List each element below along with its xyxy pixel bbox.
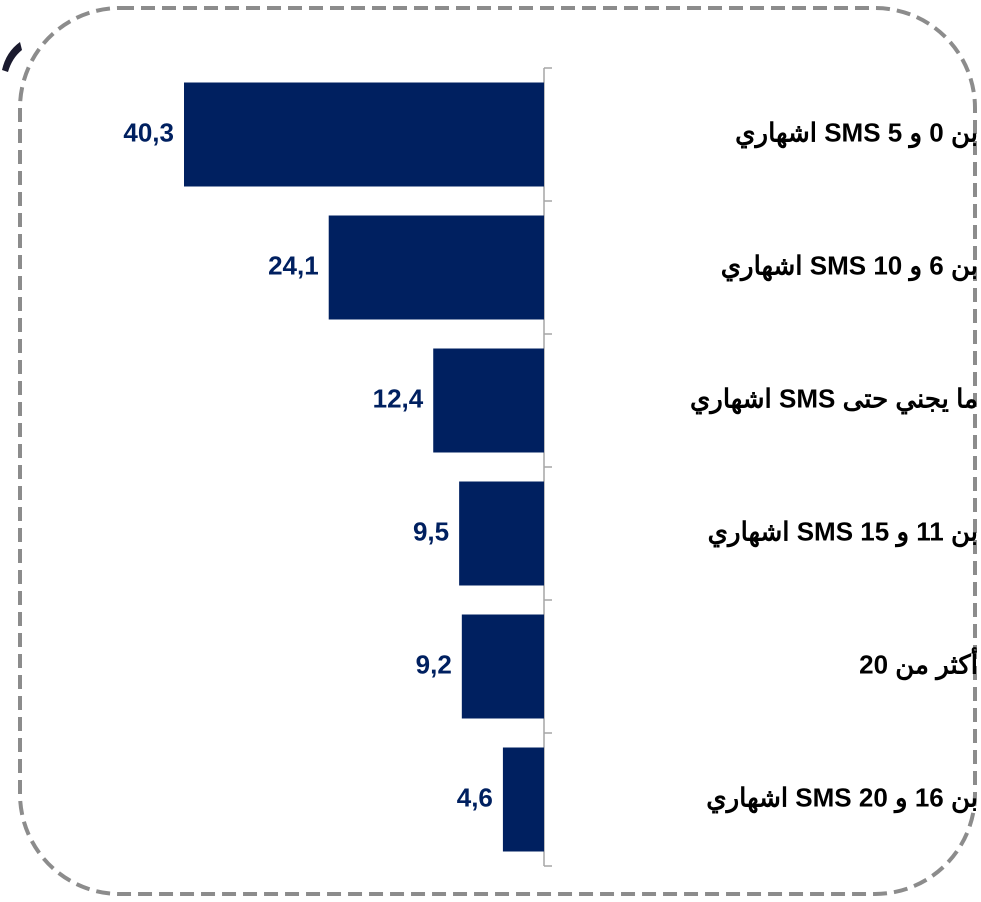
value-label: 24,1 <box>268 250 319 280</box>
bar <box>184 82 544 187</box>
bar <box>502 747 544 852</box>
category-label: ما يجني حتى SMS اشهاري <box>690 383 978 414</box>
category-label: بن 11 و 15 SMS اشهاري <box>708 516 978 547</box>
value-label: 4,6 <box>457 782 493 812</box>
corner-fragment <box>2 42 22 72</box>
dashed-frame <box>18 6 977 896</box>
category-label: بن 0 و 5 SMS اشهاري <box>735 117 978 148</box>
category-label: بن 16 و 20 SMS اشهاري <box>706 782 978 813</box>
bar <box>459 481 544 586</box>
bar <box>328 215 544 320</box>
value-label: 9,2 <box>416 649 452 679</box>
bar <box>461 614 544 719</box>
category-label: بن 6 و 10 SMS اشهاري <box>721 250 978 281</box>
category-label: أكثر من 20 <box>859 646 978 680</box>
value-label: 9,5 <box>413 516 449 546</box>
bar <box>433 348 544 453</box>
value-label: 12,4 <box>373 383 424 413</box>
value-label: 40,3 <box>123 117 174 147</box>
